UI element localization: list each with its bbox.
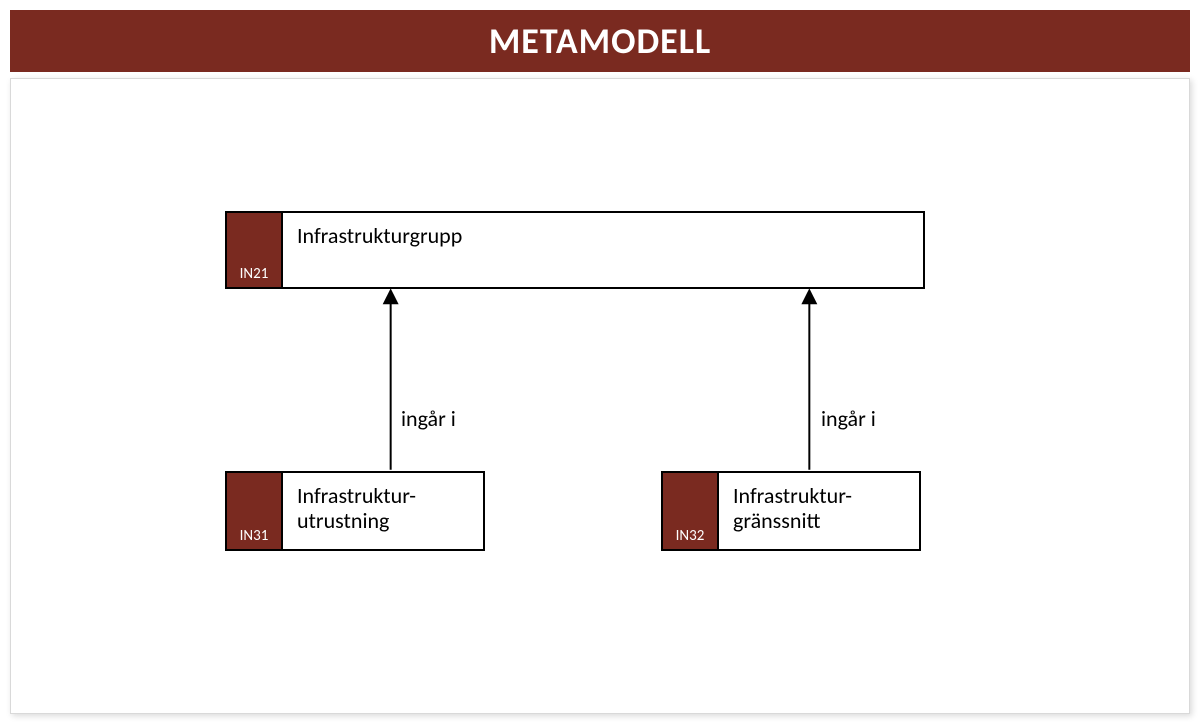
header-title: METAMODELL: [489, 19, 711, 63]
node-label-in32: Infrastruktur-gränssnitt: [719, 473, 866, 549]
node-tag-text-in21: IN21: [240, 265, 269, 283]
node-in32: IN32 Infrastruktur-gränssnitt: [661, 471, 921, 551]
arrows-svg: [11, 79, 1189, 713]
node-label-in31: Infrastruktur-utrustning: [283, 473, 430, 549]
edge-arrowhead-0: [383, 288, 399, 304]
edge-label-0: ingår i: [401, 405, 456, 432]
content-panel: IN21 Infrastrukturgrupp IN31 Infrastrukt…: [10, 78, 1190, 714]
node-in21: IN21 Infrastrukturgrupp: [225, 211, 925, 289]
node-tag-text-in31: IN31: [240, 527, 269, 545]
node-tag-in32: IN32: [663, 473, 719, 549]
diagram-container: METAMODELL IN21 Infrastrukturgrupp IN31 …: [10, 10, 1190, 714]
edge-arrowhead-1: [801, 288, 817, 304]
node-label-in21: Infrastrukturgrupp: [283, 213, 476, 287]
node-in31: IN31 Infrastruktur-utrustning: [225, 471, 485, 551]
header-bar: METAMODELL: [10, 10, 1190, 72]
node-tag-in31: IN31: [227, 473, 283, 549]
node-tag-in21: IN21: [227, 213, 283, 287]
edge-label-1: ingår i: [821, 405, 876, 432]
node-tag-text-in32: IN32: [676, 527, 705, 545]
